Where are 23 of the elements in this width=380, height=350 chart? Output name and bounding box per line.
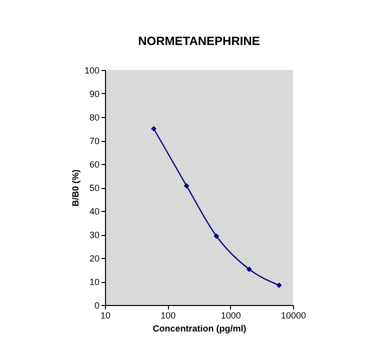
y-axis-title: B/B0 (%) bbox=[70, 169, 80, 207]
y-tick-label: 70 bbox=[89, 136, 100, 146]
x-tick-label: 100 bbox=[160, 310, 176, 320]
x-tick-label: 1000 bbox=[220, 310, 241, 320]
y-tick-label: 100 bbox=[84, 66, 100, 76]
point bbox=[184, 183, 190, 189]
y-tick-label: 10 bbox=[89, 277, 100, 287]
point bbox=[151, 126, 157, 132]
y-tick-label: 60 bbox=[89, 160, 100, 170]
x-axis-title: Concentration (pg/ml) bbox=[152, 324, 246, 334]
point bbox=[246, 266, 252, 272]
y-tick-label: 0 bbox=[94, 300, 100, 310]
x-tick-label: 10 bbox=[100, 310, 111, 320]
point bbox=[214, 233, 220, 239]
point bbox=[276, 282, 282, 288]
y-tick-label: 40 bbox=[89, 206, 100, 216]
x-tick-label: 10000 bbox=[280, 310, 306, 320]
y-tick-label: 90 bbox=[89, 89, 100, 99]
y-tick-label: 50 bbox=[89, 183, 100, 193]
y-tick-label: 80 bbox=[89, 112, 100, 122]
y-tick-label: 30 bbox=[89, 230, 100, 240]
chart-title: NORMETANEPHRINE bbox=[138, 34, 260, 48]
y-tick-label: 20 bbox=[89, 254, 100, 264]
